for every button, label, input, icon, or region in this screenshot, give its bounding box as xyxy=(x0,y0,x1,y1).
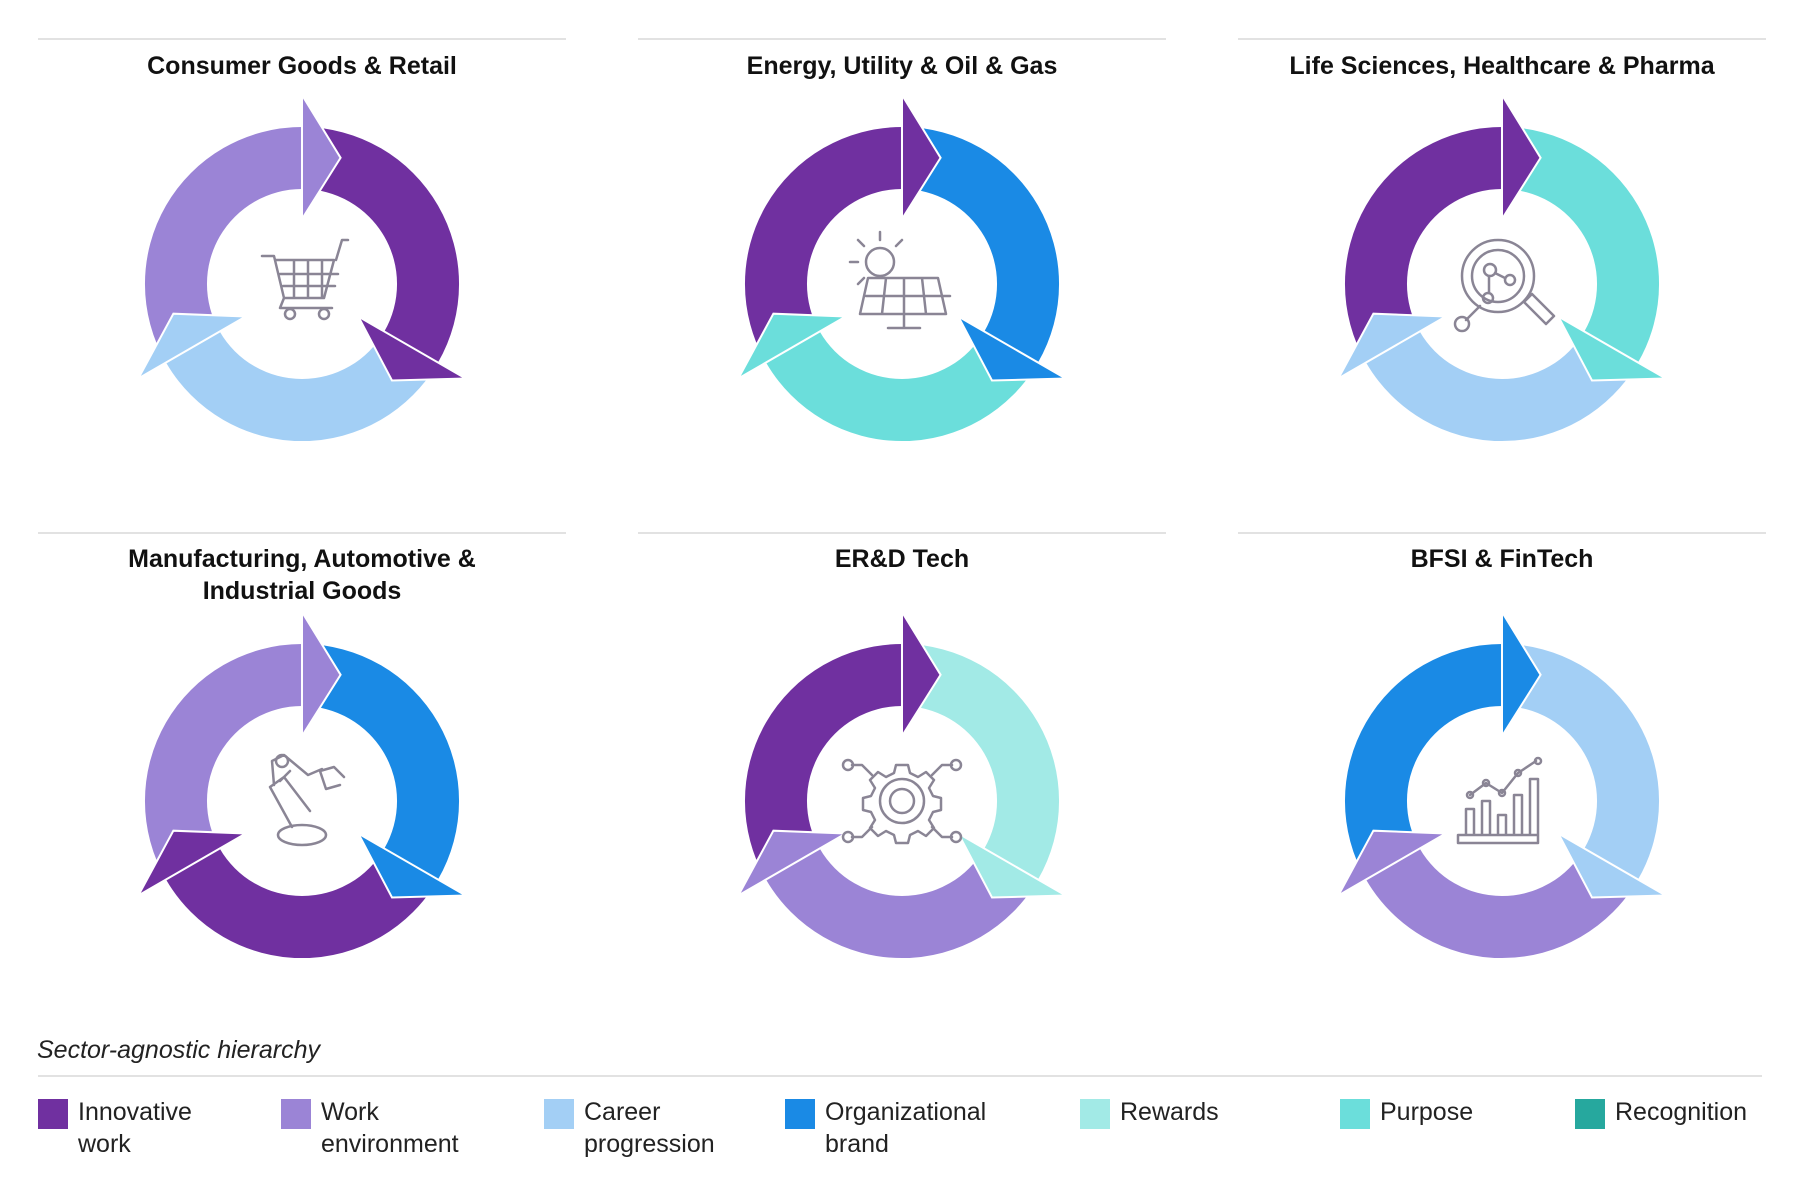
legend-swatch xyxy=(544,1099,574,1129)
arrow-head xyxy=(1501,608,1542,740)
arrow-body xyxy=(744,127,902,363)
legend-title: Sector-agnostic hierarchy xyxy=(37,1036,321,1064)
icon-part xyxy=(274,753,290,769)
arrow-head xyxy=(955,313,1070,382)
legend-swatch xyxy=(1340,1099,1370,1129)
arrow-body xyxy=(1502,644,1660,880)
icon-part xyxy=(888,787,916,815)
icon-part xyxy=(317,307,331,321)
legend-item: Career progression xyxy=(544,1098,715,1160)
arrow-body xyxy=(744,644,902,880)
arrow-body xyxy=(144,126,302,363)
icon-part xyxy=(848,230,952,330)
panel-title: ER&D Tech xyxy=(834,545,970,573)
legend-swatch xyxy=(785,1099,815,1129)
icon-part xyxy=(1513,768,1523,778)
icon xyxy=(268,753,346,847)
arrow-body xyxy=(144,644,302,880)
arrow-body xyxy=(766,331,1038,442)
arrow-head xyxy=(355,313,470,382)
arrow-head xyxy=(301,608,342,740)
legend-swatch xyxy=(281,1099,311,1129)
icon-part xyxy=(841,758,855,772)
icon-part xyxy=(1453,315,1471,333)
arrow-head xyxy=(735,829,850,899)
icon-part xyxy=(850,763,954,845)
icon-part xyxy=(1470,248,1526,304)
icon-part xyxy=(260,238,350,310)
arrow-body xyxy=(166,331,438,442)
arrow-body xyxy=(1366,331,1638,442)
legend-label: Organizational brand xyxy=(825,1098,987,1158)
icon-part xyxy=(1481,778,1491,788)
arrow-head xyxy=(1335,829,1450,899)
arrow-body xyxy=(302,126,460,363)
arrow-head xyxy=(135,312,250,382)
icon xyxy=(848,230,952,330)
icon-part xyxy=(841,830,855,844)
arrow-head xyxy=(1555,830,1670,899)
arrow-head xyxy=(1335,312,1450,382)
arrow-body xyxy=(902,644,1060,880)
legend-item: Innovative work xyxy=(38,1098,192,1160)
icon-part xyxy=(1503,273,1517,287)
legend-label: Purpose xyxy=(1380,1098,1474,1126)
icon-part xyxy=(1497,788,1507,798)
arrow-body xyxy=(1344,644,1502,880)
icon-part xyxy=(878,777,926,825)
arrow-head xyxy=(901,91,942,223)
legend-item: Organizational brand xyxy=(785,1098,987,1160)
arrow-body xyxy=(302,644,460,880)
icon-part xyxy=(1533,756,1543,766)
legend-item: Rewards xyxy=(1080,1098,1219,1129)
panel-title: Manufacturing, Automotive & Industrial G… xyxy=(128,545,476,605)
legend-swatch xyxy=(1080,1099,1110,1129)
icon-part xyxy=(1465,790,1475,800)
arrow-body xyxy=(902,126,1060,363)
icon xyxy=(1456,756,1543,845)
legend-label: Recognition xyxy=(1615,1098,1748,1126)
arrow-body xyxy=(1366,848,1638,959)
icon-part xyxy=(864,246,896,278)
legend-item: Work environment xyxy=(281,1098,459,1160)
icon-part xyxy=(283,307,297,321)
legend-swatch xyxy=(38,1099,68,1129)
legend-item: Purpose xyxy=(1340,1098,1474,1129)
legend-label: Career progression xyxy=(584,1098,715,1158)
panel-title: Energy, Utility & Oil & Gas xyxy=(746,52,1058,80)
icon xyxy=(260,238,350,321)
icon-part xyxy=(276,823,328,847)
icon-part xyxy=(1456,759,1540,845)
legend-label: Rewards xyxy=(1120,1098,1219,1126)
arrow-head xyxy=(1555,313,1670,382)
legend-swatch xyxy=(1575,1099,1605,1129)
arrow-head xyxy=(301,91,342,223)
arrow-body xyxy=(766,848,1038,959)
arrow-head xyxy=(901,608,942,740)
arrow-head xyxy=(355,830,470,899)
icon-part xyxy=(949,758,963,772)
arrow-head xyxy=(135,829,250,899)
arrow-head xyxy=(1501,91,1542,223)
panel-title: Consumer Goods & Retail xyxy=(147,52,457,80)
icon-part xyxy=(1464,271,1556,326)
icon xyxy=(841,758,963,845)
arrow-body xyxy=(166,848,438,959)
arrow-body xyxy=(1502,126,1660,363)
panel-title: Life Sciences, Healthcare & Pharma xyxy=(1289,52,1715,80)
arrow-head xyxy=(735,312,850,382)
legend-label: Innovative work xyxy=(78,1098,192,1158)
arrow-body xyxy=(1344,126,1502,363)
arrow-head xyxy=(955,830,1070,899)
icon-part xyxy=(1482,262,1498,278)
legend-label: Work environment xyxy=(321,1098,459,1158)
icon xyxy=(1453,238,1556,333)
icon-part xyxy=(1460,238,1536,314)
icon-part xyxy=(949,830,963,844)
panel-title: BFSI & FinTech xyxy=(1410,545,1594,573)
legend-item: Recognition xyxy=(1575,1098,1748,1129)
